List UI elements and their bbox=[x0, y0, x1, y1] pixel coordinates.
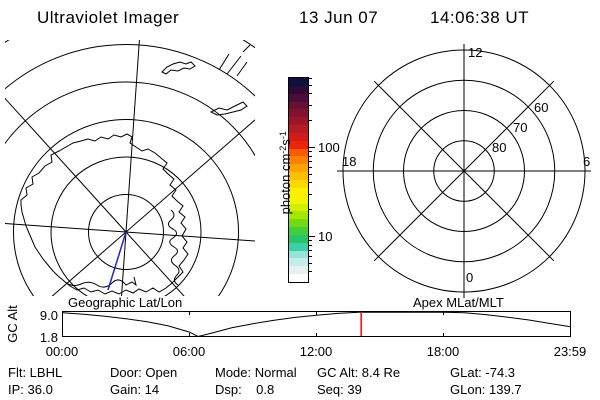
gc-alt-strip-chart bbox=[62, 311, 571, 338]
status-glat: GLat: -74.3 bbox=[450, 365, 516, 380]
colorbar-minor-tick bbox=[308, 77, 312, 79]
colorbar-tick-label: 10 bbox=[318, 229, 333, 244]
colorbar-swatch bbox=[289, 242, 308, 251]
colorbar-swatch bbox=[289, 266, 308, 275]
xtick-0000: 00:00 bbox=[45, 344, 79, 359]
colorbar-swatch bbox=[289, 203, 308, 212]
status-gcalt: GC Alt: 8.4 Re bbox=[317, 365, 401, 380]
apex-polar-plot bbox=[337, 44, 591, 298]
colorbar-swatch bbox=[289, 125, 308, 133]
app-title: Ultraviolet Imager bbox=[37, 8, 180, 27]
meridian-lines bbox=[5, 40, 255, 296]
status-seq: Seq: 39 bbox=[317, 382, 362, 397]
latitude-circles bbox=[5, 40, 255, 296]
colorbar-swatch bbox=[289, 93, 308, 102]
colorbar-swatch bbox=[289, 274, 308, 282]
mlt-label-18: 18 bbox=[342, 154, 357, 169]
antarctica-coastline bbox=[20, 133, 189, 295]
colorbar-minor-tick bbox=[308, 240, 312, 242]
colorbar-minor-tick bbox=[308, 271, 312, 273]
header-time: 14:06:38 UT bbox=[430, 8, 530, 27]
status-mode: Mode: Normal bbox=[215, 365, 297, 380]
colorbar-minor-tick bbox=[308, 262, 312, 264]
colorbar-swatch bbox=[289, 187, 308, 196]
ytick-1-8: 1.8 bbox=[39, 330, 58, 345]
colorbar-swatch bbox=[289, 234, 308, 243]
strip-ylabel: GC Alt bbox=[5, 305, 20, 343]
coastline-bottom bbox=[64, 276, 137, 288]
mlat-ring-label-70: 70 bbox=[513, 120, 528, 135]
colorbar-minor-tick bbox=[308, 160, 312, 162]
colorbar-minor-tick bbox=[308, 249, 312, 251]
colorbar-minor-tick bbox=[308, 209, 312, 211]
colorbar-minor-tick bbox=[308, 182, 312, 184]
colorbar-swatch bbox=[289, 211, 308, 220]
ytick-9: 9.0 bbox=[39, 308, 58, 323]
mlt-label-6: 6 bbox=[583, 154, 591, 169]
colorbar-swatch bbox=[289, 85, 308, 94]
colorbar-swatch bbox=[289, 227, 308, 235]
status-ip: IP: 36.0 bbox=[8, 382, 53, 397]
colorbar-minor-tick bbox=[308, 193, 312, 195]
colorbar-minor-tick bbox=[308, 155, 312, 157]
colorbar-minor-tick bbox=[308, 173, 312, 175]
colorbar-swatch bbox=[289, 172, 308, 180]
coast-hatches-ne bbox=[218, 44, 251, 77]
colorbar-minor-tick bbox=[308, 151, 312, 153]
mlat-ring-label-60: 60 bbox=[534, 100, 549, 115]
colorbar-unit-label: photon cm-2s-1 bbox=[278, 131, 293, 215]
colorbar-swatch bbox=[289, 78, 308, 86]
colorbar-swatch bbox=[289, 132, 308, 141]
colorbar-minor-tick bbox=[308, 93, 312, 95]
status-flt: Flt: LBHL bbox=[8, 365, 63, 380]
colorbar-major-tick bbox=[308, 147, 315, 148]
status-gain: Gain: 14 bbox=[110, 382, 160, 397]
colorbar-swatch bbox=[289, 109, 308, 118]
colorbar-swatch bbox=[289, 179, 308, 188]
colorbar-ticks: 100 10 bbox=[308, 77, 368, 281]
colorbar-tick-label: 100 bbox=[318, 140, 340, 155]
colorbar-minor-tick bbox=[308, 104, 312, 106]
satellite-track bbox=[107, 231, 127, 291]
status-door: Door: Open bbox=[110, 365, 178, 380]
colorbar-swatch bbox=[289, 117, 308, 126]
colorbar-minor-tick bbox=[308, 244, 312, 246]
colorbar bbox=[288, 77, 309, 283]
geographic-map bbox=[5, 40, 255, 296]
colorbar-swatch bbox=[289, 250, 308, 259]
apex-caption: Apex MLat/MLT bbox=[413, 295, 504, 310]
island-east bbox=[209, 101, 248, 116]
gc-alt-curve bbox=[62, 311, 571, 338]
colorbar-swatch bbox=[289, 140, 308, 149]
status-glon: GLon: 139.7 bbox=[450, 382, 522, 397]
coastline-wiggle-east bbox=[167, 209, 180, 286]
colorbar-swatch bbox=[289, 219, 308, 228]
colorbar-swatch bbox=[289, 148, 308, 157]
mlat-ring-label-80: 80 bbox=[492, 140, 507, 155]
status-dsp: Dsp: 0.8 bbox=[215, 382, 275, 397]
xtick-1800: 18:00 bbox=[426, 344, 460, 359]
colorbar-minor-tick bbox=[308, 84, 312, 86]
colorbar-swatch bbox=[289, 101, 308, 110]
colorbar-minor-tick bbox=[308, 120, 312, 122]
colorbar-major-tick bbox=[308, 236, 315, 237]
xtick-2359: 23:59 bbox=[553, 344, 587, 359]
colorbar-swatch bbox=[289, 156, 308, 165]
colorbar-minor-tick bbox=[308, 166, 312, 168]
xtick-0600: 06:00 bbox=[172, 344, 206, 359]
colorbar-swatch bbox=[289, 195, 308, 204]
xtick-1200: 12:00 bbox=[299, 344, 333, 359]
header-date: 13 Jun 07 bbox=[299, 8, 379, 27]
geo-caption: Geographic Lat/Lon bbox=[68, 295, 183, 310]
mlt-label-12: 12 bbox=[468, 45, 483, 60]
island-top bbox=[161, 61, 196, 75]
colorbar-swatch bbox=[289, 164, 308, 173]
mlt-label-0: 0 bbox=[466, 270, 474, 285]
colorbar-swatch bbox=[289, 258, 308, 267]
colorbar-minor-tick bbox=[308, 255, 312, 257]
